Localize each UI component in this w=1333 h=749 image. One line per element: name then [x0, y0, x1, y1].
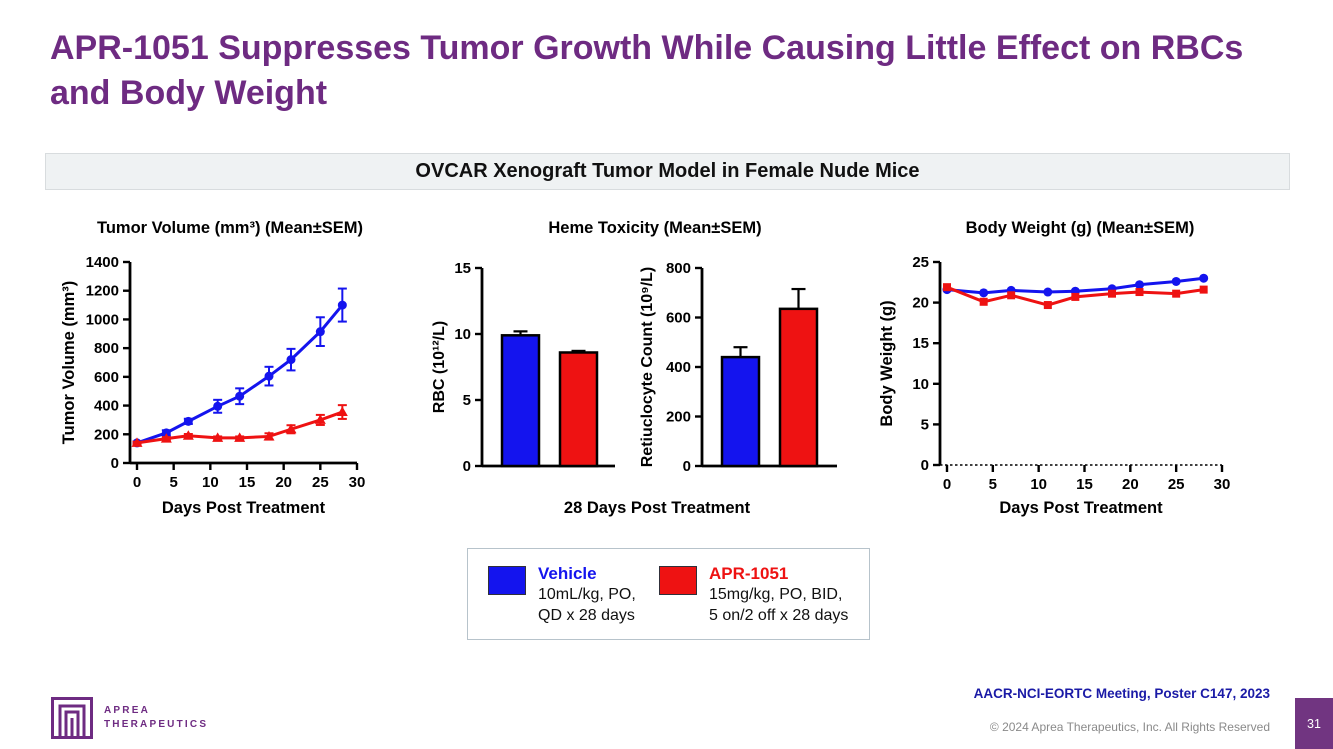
- svg-text:0: 0: [463, 458, 471, 475]
- tumor-volume-chart: Tumor Volume (mm³) (Mean±SEM)02004006008…: [60, 219, 366, 517]
- svg-text:200: 200: [666, 409, 691, 426]
- svg-text:20: 20: [1122, 476, 1139, 493]
- svg-text:1000: 1000: [86, 311, 119, 328]
- body-weight-chart: Body Weight (g) (Mean±SEM) 0 5 10 15 20 25 0 5 10…: [880, 219, 1231, 517]
- svg-text:20: 20: [912, 295, 929, 312]
- svg-text:20: 20: [275, 474, 292, 491]
- svg-text:15: 15: [454, 260, 471, 277]
- svg-text:5: 5: [169, 474, 177, 491]
- apr1051-dose: 15mg/kg, PO, BID,: [709, 586, 843, 603]
- apr1051-schedule: 5 on/2 off x 28 days: [709, 607, 849, 624]
- svg-text:Tumor Volume (mm³): Tumor Volume (mm³): [60, 281, 78, 444]
- svg-text:5: 5: [989, 476, 997, 493]
- svg-text:15: 15: [912, 335, 929, 352]
- svg-text:0: 0: [111, 455, 119, 472]
- svg-text:25: 25: [912, 254, 929, 271]
- svg-text:10: 10: [202, 474, 219, 491]
- legend-item-vehicle: Vehicle 10mL/kg, PO, QD x 28 days: [488, 563, 636, 626]
- aprea-logo: APREA THERAPEUTICS: [50, 696, 208, 740]
- svg-text:28 Days Post Treatment: 28 Days Post Treatment: [564, 499, 751, 517]
- logo-line2: THERAPEUTICS: [104, 719, 209, 730]
- heme-toxicity-chart: Heme Toxicity (Mean±SEM) 28 Days Post Tre…: [431, 219, 837, 517]
- svg-text:Body Weight (g): Body Weight (g): [880, 300, 896, 426]
- vehicle-color-swatch: [488, 566, 526, 595]
- vehicle-label: Vehicle: [538, 564, 597, 583]
- svg-text:Heme Toxicity (Mean±SEM): Heme Toxicity (Mean±SEM): [548, 219, 761, 237]
- svg-text:5: 5: [463, 392, 471, 409]
- apr1051-color-swatch: [659, 566, 697, 595]
- svg-text:1200: 1200: [86, 283, 119, 300]
- svg-text:Tumor Volume (mm³) (Mean±SEM): Tumor Volume (mm³) (Mean±SEM): [97, 219, 363, 237]
- svg-text:400: 400: [666, 359, 691, 376]
- svg-text:Days Post Treatment: Days Post Treatment: [999, 499, 1163, 517]
- vehicle-dose: 10mL/kg, PO,: [538, 586, 636, 603]
- svg-text:RBC (10¹²/L): RBC (10¹²/L): [431, 321, 448, 413]
- svg-text:10: 10: [912, 376, 929, 393]
- svg-text:0: 0: [943, 476, 951, 493]
- svg-text:0: 0: [921, 457, 929, 474]
- aprea-logo-icon: [51, 697, 93, 739]
- svg-text:Retiuclocyte Count (10⁹/L): Retiuclocyte Count (10⁹/L): [639, 267, 656, 468]
- svg-text:10: 10: [1030, 476, 1047, 493]
- page-number-badge: 31: [1295, 698, 1333, 749]
- aprea-logo-text: APREA THERAPEUTICS: [104, 704, 208, 732]
- svg-text:0: 0: [683, 458, 691, 475]
- svg-text:600: 600: [94, 369, 119, 386]
- svg-text:25: 25: [1168, 476, 1185, 493]
- logo-line1: APREA: [104, 705, 151, 716]
- svg-text:600: 600: [666, 310, 691, 327]
- meeting-reference: AACR-NCI-EORTC Meeting, Poster C147, 202…: [973, 686, 1270, 701]
- slide-title: APR-1051 Suppresses Tumor Growth While C…: [50, 29, 1244, 112]
- svg-text:30: 30: [349, 474, 366, 491]
- legend-item-apr1051: APR-1051 15mg/kg, PO, BID, 5 on/2 off x …: [659, 563, 848, 626]
- vehicle-schedule: QD x 28 days: [538, 607, 635, 624]
- svg-text:25: 25: [312, 474, 329, 491]
- svg-text:400: 400: [94, 398, 119, 415]
- copyright-notice: © 2024 Aprea Therapeutics, Inc. All Righ…: [989, 720, 1270, 734]
- svg-text:800: 800: [94, 340, 119, 357]
- svg-text:5: 5: [921, 416, 929, 433]
- svg-text:200: 200: [94, 426, 119, 443]
- svg-text:1400: 1400: [86, 254, 119, 271]
- svg-text:15: 15: [239, 474, 256, 491]
- svg-text:Body Weight (g) (Mean±SEM): Body Weight (g) (Mean±SEM): [966, 219, 1195, 237]
- apr1051-label: APR-1051: [709, 564, 789, 583]
- svg-text:15: 15: [1076, 476, 1093, 493]
- svg-text:Days Post Treatment: Days Post Treatment: [162, 499, 326, 517]
- legend-box: Vehicle 10mL/kg, PO, QD x 28 days APR-10…: [467, 548, 870, 640]
- svg-text:0: 0: [133, 474, 141, 491]
- model-banner: OVCAR Xenograft Tumor Model in Female Nu…: [45, 153, 1290, 190]
- page-number: 31: [1307, 716, 1321, 731]
- svg-text:30: 30: [1214, 476, 1231, 493]
- svg-text:800: 800: [666, 260, 691, 277]
- svg-text:10: 10: [454, 326, 471, 343]
